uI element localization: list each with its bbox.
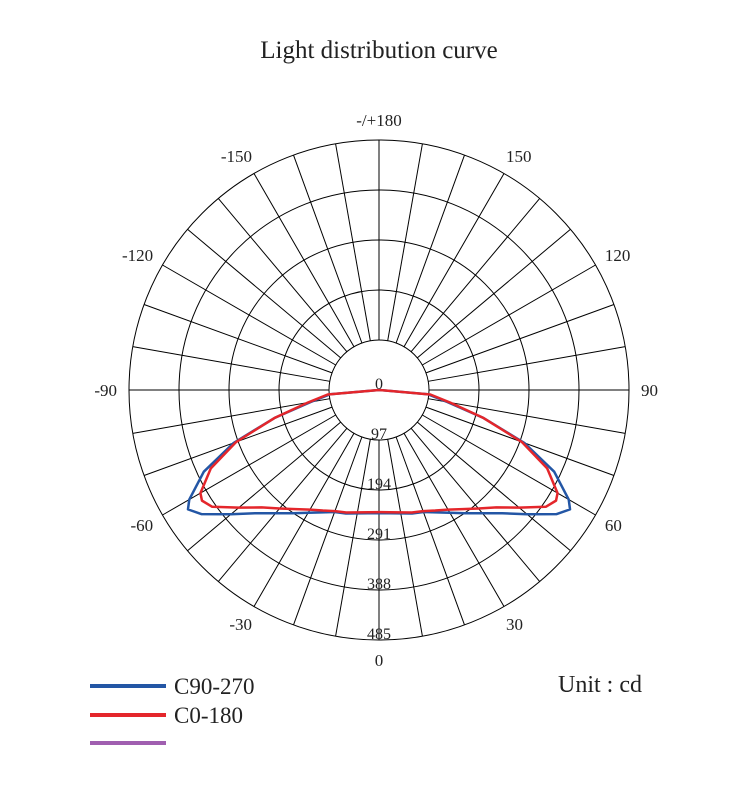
radial-tick-label: 97 <box>371 426 387 443</box>
ring <box>228 239 530 541</box>
radial-tick-label: 291 <box>367 526 391 543</box>
radial-tick-label: 0 <box>375 376 383 393</box>
angle-label: 30 <box>506 615 523 634</box>
curve <box>199 388 559 514</box>
radial-tick-label: 485 <box>367 626 391 643</box>
radial-tick-label: 388 <box>367 576 391 593</box>
angle-label: 150 <box>506 147 532 166</box>
legend-label: C90-270 <box>174 674 255 699</box>
angle-label: -/+180 <box>356 111 401 130</box>
radial-tick-label: 194 <box>367 476 391 493</box>
legend-label: C0-180 <box>174 703 243 728</box>
angle-label: 90 <box>641 381 658 400</box>
ring <box>128 139 630 641</box>
angle-label: -60 <box>131 516 154 535</box>
ring <box>178 189 580 591</box>
angle-label: 0 <box>375 651 384 670</box>
angle-label: -90 <box>94 381 117 400</box>
angle-label: -30 <box>229 615 252 634</box>
angle-label: 120 <box>605 246 631 265</box>
ring <box>278 289 480 491</box>
angle-label: -150 <box>221 147 252 166</box>
angle-label: -120 <box>122 246 153 265</box>
chart-title: Light distribution curve <box>260 37 497 64</box>
unit-label: Unit : cd <box>558 672 642 698</box>
angle-label: 60 <box>605 516 622 535</box>
ring <box>328 339 430 441</box>
